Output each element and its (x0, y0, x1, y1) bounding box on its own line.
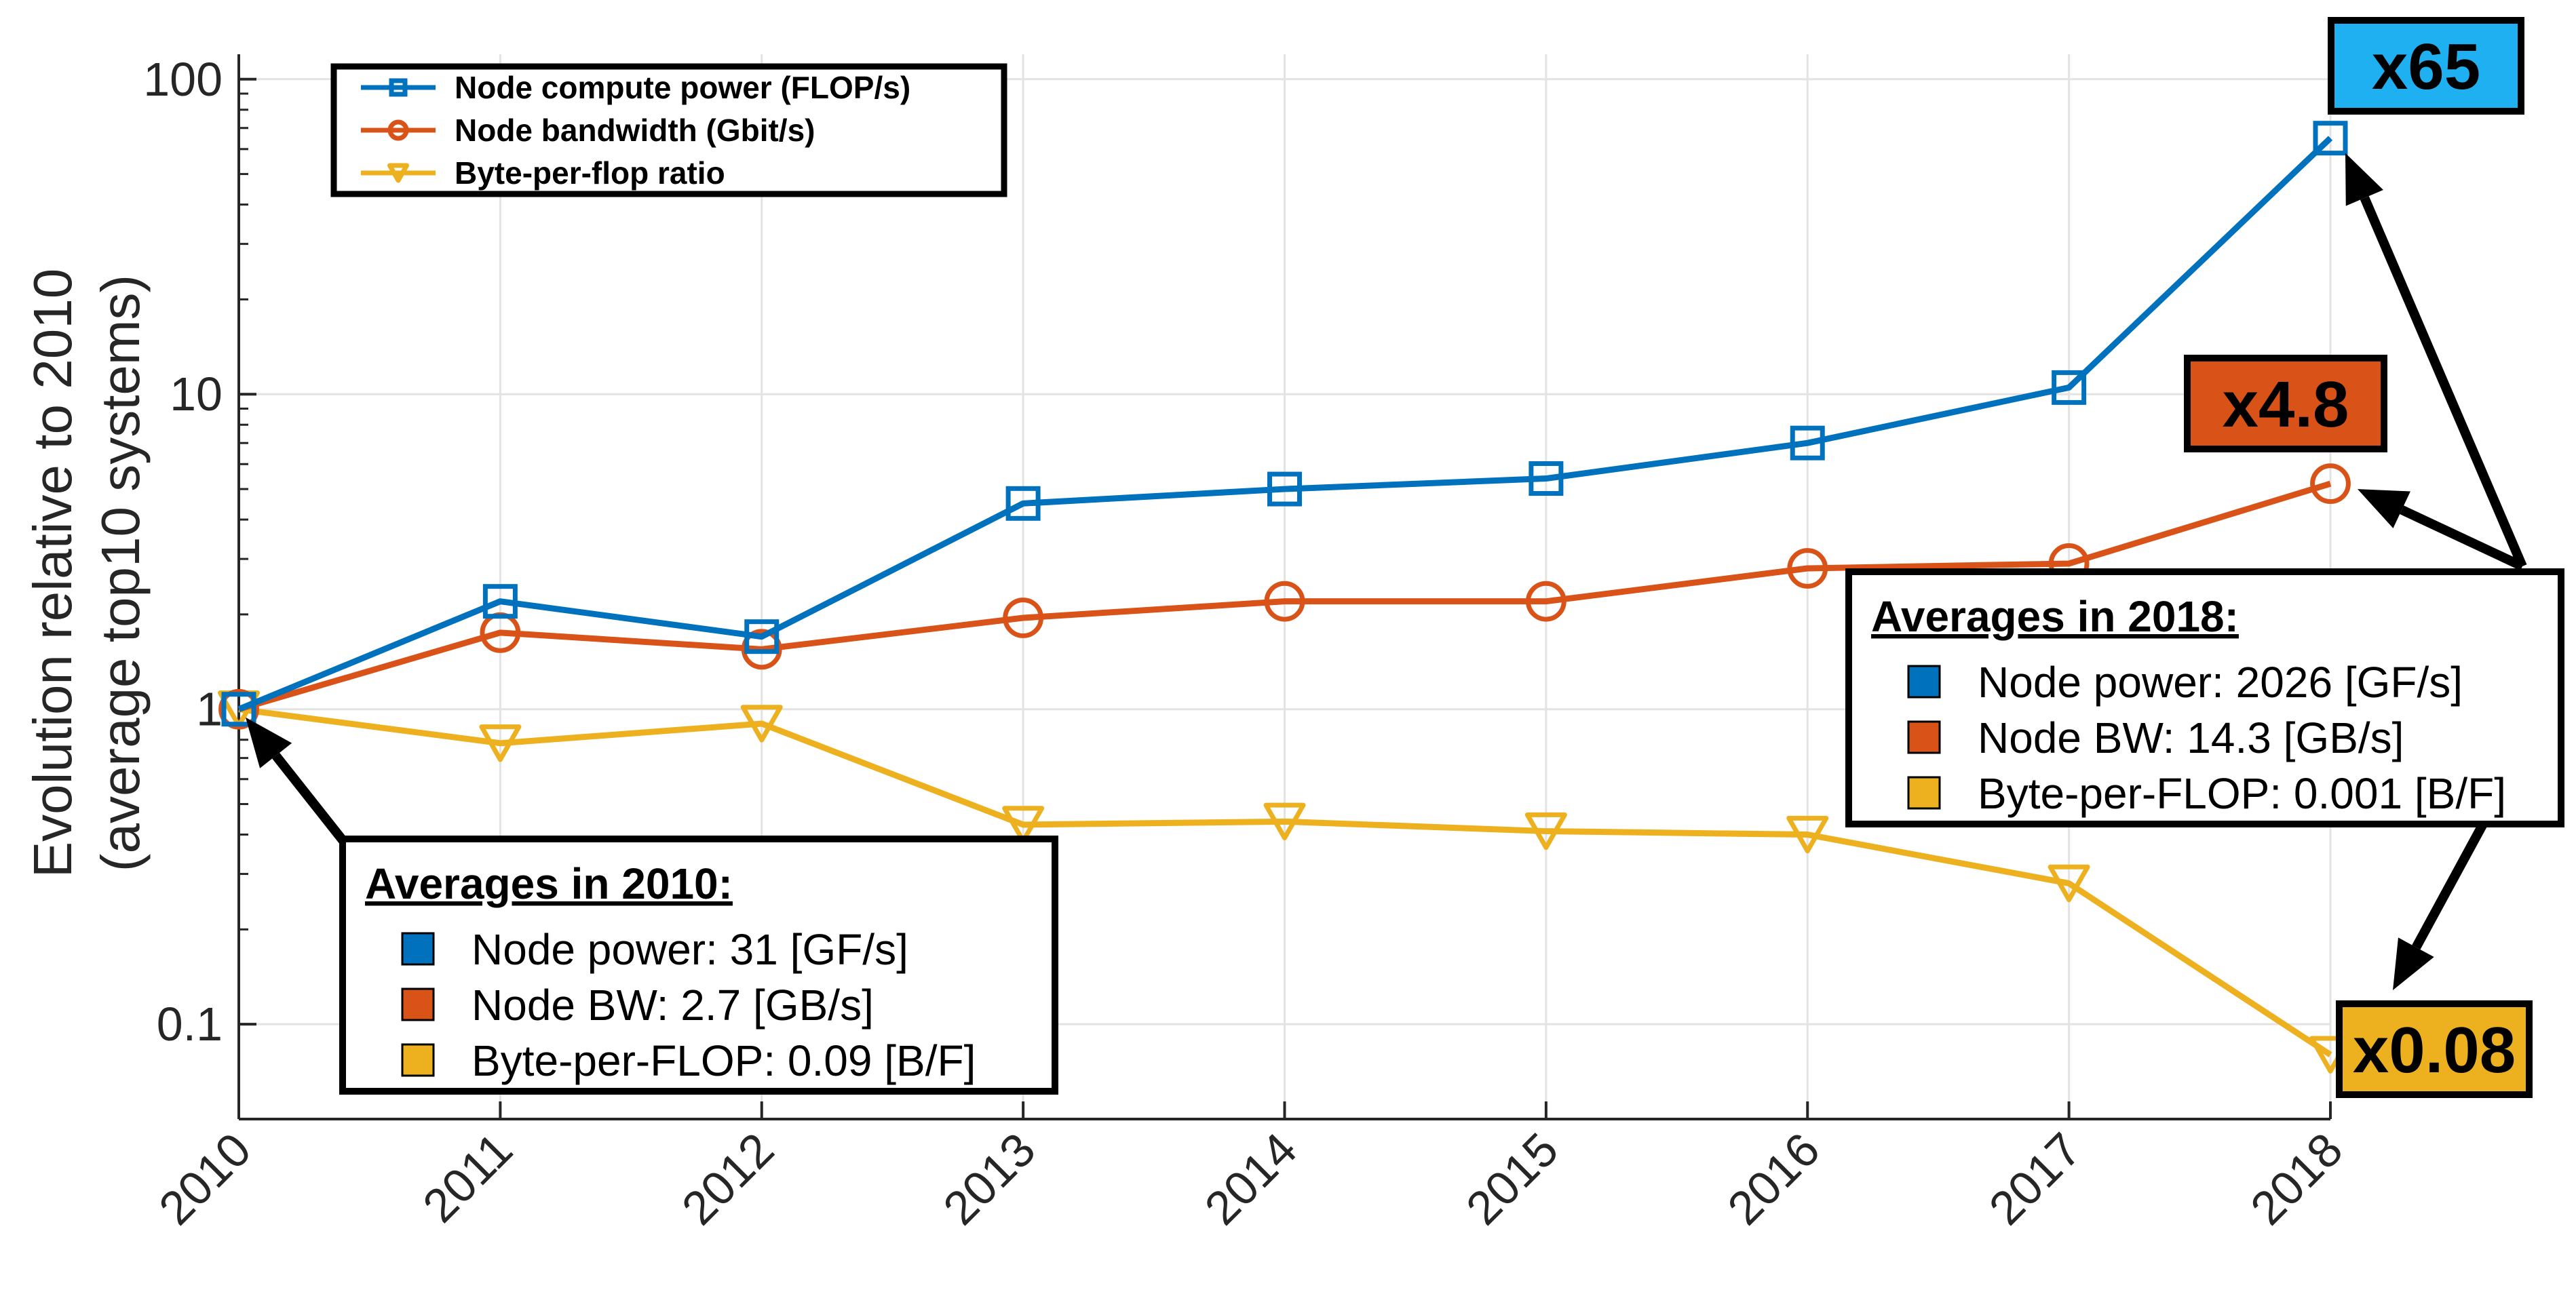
info-box-item: Byte-per-FLOP: 0.09 [B/F] (472, 1036, 976, 1085)
info-box-title: Averages in 2018: (1871, 592, 2239, 641)
data-point (740, 705, 783, 743)
data-point (221, 692, 256, 727)
arrow-head (246, 717, 292, 768)
legend-swatch-marker (387, 163, 409, 183)
ratio-badge: x0.08 (2336, 1000, 2533, 1098)
badge-label: x65 (2372, 31, 2480, 103)
arrow-shaft (2412, 821, 2488, 950)
y-axis-label-line-1: Evolution relative to 2010 (22, 269, 83, 878)
arrow-shaft (2400, 505, 2524, 571)
badge-label: x0.08 (2353, 1014, 2516, 1087)
legend-box (330, 63, 1007, 197)
data-point (2310, 463, 2351, 505)
legend: Node compute power (FLOP/s) Node bandwidt… (330, 63, 1007, 197)
axes (237, 54, 2332, 1120)
series-line (237, 136, 2333, 712)
arrow (2358, 489, 2524, 571)
info-box-swatch (401, 932, 435, 966)
y-tick-label: 100 (143, 53, 223, 106)
legend-swatch-marker (389, 78, 408, 97)
series-circle (218, 463, 2351, 730)
x-tick-label: 2018 (2240, 1122, 2352, 1234)
series-line (238, 706, 2332, 1057)
x-tick-label: 2011 (412, 1122, 522, 1232)
x-tick-label: 2016 (1718, 1122, 1830, 1234)
info-box-item: Byte-per-FLOP: 0.001 [B/F] (1978, 769, 2506, 818)
arrow (2393, 821, 2488, 990)
badge-frame (2328, 17, 2524, 115)
info-box-swatch (1907, 720, 1941, 754)
info-box-item: Node BW: 14.3 [GB/s] (1978, 713, 2404, 762)
info-box-swatch (1907, 776, 1941, 810)
legend-label: Byte-per-flop ratio (455, 155, 725, 191)
x-tick-label: 2014 (1195, 1122, 1307, 1234)
data-point (1263, 802, 1306, 841)
data-point (1267, 471, 1302, 507)
info-box-swatch (401, 1043, 435, 1077)
x-tick-label: 2015 (1456, 1122, 1568, 1234)
data-point (2313, 121, 2348, 156)
info-box-frame (339, 836, 1058, 1095)
data-point (1005, 486, 1041, 521)
legend-label: Node bandwidth (Gbit/s) (455, 113, 815, 148)
arrow (246, 717, 350, 848)
x-tick-label: 2010 (149, 1122, 261, 1234)
badge-frame (2336, 1000, 2533, 1098)
badge-label: x4.8 (2223, 368, 2349, 441)
info-box-swatch (401, 987, 435, 1021)
data-point (2052, 370, 2087, 405)
y-axis-label-line-2: (average top10 systems) (90, 275, 151, 872)
data-point (1264, 581, 1305, 622)
info-box-item: Node power: 2026 [GF/s] (1978, 658, 2463, 707)
legend-label: Node compute power (FLOP/s) (455, 70, 910, 105)
data-point (1002, 806, 1045, 844)
averages-2010-box: Averages in 2010: Node power: 31 [GF/s] No… (339, 836, 1058, 1095)
data-point (741, 629, 782, 670)
series-square (221, 121, 2348, 727)
data-point (1790, 425, 1825, 461)
arrow (2345, 153, 2527, 568)
info-box-item: Node BW: 2.7 [GB/s] (472, 981, 874, 1030)
arrow-shaft (272, 752, 350, 848)
averages-2018-box: Averages in 2018: Node power: 2026 [GF/s]… (1845, 568, 2564, 827)
series-layer (218, 121, 2351, 1074)
data-point (1529, 461, 1564, 496)
grid-lines (237, 54, 2332, 1119)
data-point (1524, 812, 1567, 850)
ratio-badges: x65 x4.8 x0.08 (2184, 17, 2533, 1098)
ratio-badge: x4.8 (2184, 355, 2387, 452)
info-box-frame (1845, 568, 2564, 827)
info-box-item: Node power: 31 [GF/s] (472, 925, 908, 974)
y-tick-label: 10 (170, 368, 223, 420)
data-point (1525, 581, 1566, 622)
x-tick-label: 2013 (933, 1122, 1045, 1234)
info-box-title: Averages in 2010: (365, 859, 733, 908)
data-point (218, 688, 259, 730)
arrow-head (2345, 153, 2383, 206)
data-point (1786, 815, 1829, 854)
data-point (744, 619, 780, 654)
x-tick-label: 2012 (672, 1122, 784, 1234)
ratio-badge: x65 (2328, 17, 2524, 115)
y-tick-label: 0.1 (157, 998, 223, 1051)
annotation-arrows (246, 153, 2527, 990)
arrow-shaft (2360, 196, 2527, 568)
badge-frame (2184, 355, 2387, 452)
series-line (237, 480, 2332, 713)
info-box-swatch (1907, 665, 1941, 699)
data-point (482, 584, 518, 619)
data-point (479, 724, 522, 762)
x-tick-label: 2017 (1979, 1122, 2091, 1234)
arrow-head (2393, 937, 2434, 990)
legend-swatch-marker (387, 119, 409, 141)
data-point (2048, 864, 2090, 903)
arrow-head (2358, 489, 2410, 528)
data-point (1003, 598, 1044, 638)
data-point (1787, 548, 1828, 589)
